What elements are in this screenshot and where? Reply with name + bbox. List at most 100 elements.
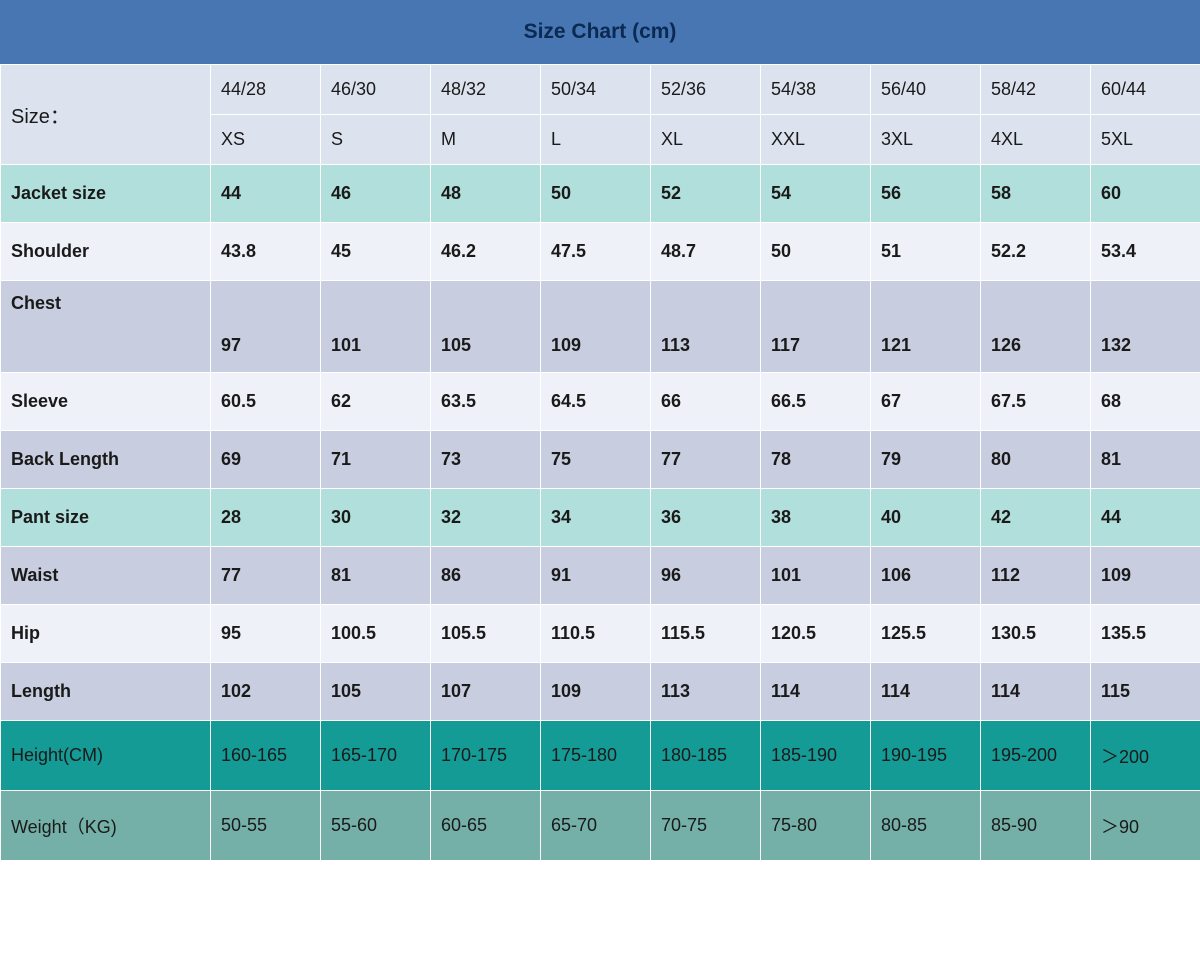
row-label: Shoulder [1,223,211,281]
table-row: Waist7781869196101106112109 [1,547,1200,605]
data-cell: 52.2 [981,223,1091,281]
data-cell: 62 [321,373,431,431]
data-cell: 51 [871,223,981,281]
size-alpha-cell: 4XL [981,115,1091,165]
data-cell: 130.5 [981,605,1091,663]
size-alpha-cell: M [431,115,541,165]
data-cell: 97 [211,281,321,373]
data-cell: 185-190 [761,721,871,791]
size-numeric-cell: 58/42 [981,65,1091,115]
row-label: Sleeve [1,373,211,431]
data-cell: ＞200 [1091,721,1200,791]
data-cell: 96 [651,547,761,605]
data-cell: 81 [321,547,431,605]
data-cell: 77 [211,547,321,605]
table-row: Height(CM)160-165165-170170-175175-18018… [1,721,1200,791]
data-cell: 46.2 [431,223,541,281]
data-cell: 175-180 [541,721,651,791]
data-cell: 60-65 [431,791,541,861]
data-cell: 105 [321,663,431,721]
data-cell: 109 [541,281,651,373]
data-cell: 100.5 [321,605,431,663]
data-cell: 70-75 [651,791,761,861]
data-cell: 34 [541,489,651,547]
data-cell: 63.5 [431,373,541,431]
data-cell: 115.5 [651,605,761,663]
size-numeric-cell: 48/32 [431,65,541,115]
data-cell: 135.5 [1091,605,1200,663]
table-row: Hip95100.5105.5110.5115.5120.5125.5130.5… [1,605,1200,663]
data-cell: 110.5 [541,605,651,663]
table-row: Weight（KG)50-5555-6060-6565-7070-7575-80… [1,791,1200,861]
data-cell: 109 [1091,547,1200,605]
data-cell: 71 [321,431,431,489]
data-cell: 102 [211,663,321,721]
size-numeric-cell: 46/30 [321,65,431,115]
table-row: Jacket size444648505254565860 [1,165,1200,223]
data-cell: 55-60 [321,791,431,861]
data-cell: 117 [761,281,871,373]
data-cell: 113 [651,663,761,721]
data-cell: 91 [541,547,651,605]
data-cell: 107 [431,663,541,721]
row-label: Height(CM) [1,721,211,791]
row-label: Pant size [1,489,211,547]
data-cell: 79 [871,431,981,489]
data-cell: 170-175 [431,721,541,791]
data-cell: 101 [761,547,871,605]
table-row: Back Length697173757778798081 [1,431,1200,489]
table-row: Pant size283032343638404244 [1,489,1200,547]
row-label: Hip [1,605,211,663]
data-cell: 66 [651,373,761,431]
size-alpha-cell: XS [211,115,321,165]
data-cell: 65-70 [541,791,651,861]
data-cell: 50-55 [211,791,321,861]
size-numeric-cell: 60/44 [1091,65,1200,115]
row-label: Jacket size [1,165,211,223]
table-row: Sleeve60.56263.564.56666.56767.568 [1,373,1200,431]
data-cell: 42 [981,489,1091,547]
data-cell: 105 [431,281,541,373]
size-numeric-cell: 52/36 [651,65,761,115]
size-chart-container: Size Chart (cm) Size：44/2846/3048/3250/3… [0,0,1200,861]
data-cell: 38 [761,489,871,547]
size-alpha-cell: 3XL [871,115,981,165]
data-cell: 30 [321,489,431,547]
data-cell: 52 [651,165,761,223]
data-cell: 50 [541,165,651,223]
data-cell: 114 [871,663,981,721]
table-row: Shoulder43.84546.247.548.7505152.253.4 [1,223,1200,281]
data-cell: 44 [211,165,321,223]
data-cell: 180-185 [651,721,761,791]
size-header-row: Size：44/2846/3048/3250/3452/3654/3856/40… [1,65,1200,115]
data-cell: 58 [981,165,1091,223]
data-cell: 50 [761,223,871,281]
data-cell: 64.5 [541,373,651,431]
data-cell: 132 [1091,281,1200,373]
data-cell: 125.5 [871,605,981,663]
row-label: Chest [1,281,211,373]
data-cell: 160-165 [211,721,321,791]
data-cell: 86 [431,547,541,605]
data-cell: 114 [761,663,871,721]
data-cell: 77 [651,431,761,489]
size-alpha-cell: XXL [761,115,871,165]
size-alpha-cell: XL [651,115,761,165]
size-numeric-cell: 54/38 [761,65,871,115]
size-chart-table: Size：44/2846/3048/3250/3452/3654/3856/40… [0,64,1200,861]
data-cell: 75 [541,431,651,489]
row-label: Back Length [1,431,211,489]
data-cell: ＞90 [1091,791,1200,861]
table-row: Length102105107109113114114114115 [1,663,1200,721]
data-cell: 101 [321,281,431,373]
data-cell: 53.4 [1091,223,1200,281]
table-row: Chest97101105109113117121126132 [1,281,1200,373]
data-cell: 105.5 [431,605,541,663]
data-cell: 115 [1091,663,1200,721]
data-cell: 165-170 [321,721,431,791]
data-cell: 66.5 [761,373,871,431]
data-cell: 67 [871,373,981,431]
data-cell: 44 [1091,489,1200,547]
data-cell: 54 [761,165,871,223]
data-cell: 46 [321,165,431,223]
